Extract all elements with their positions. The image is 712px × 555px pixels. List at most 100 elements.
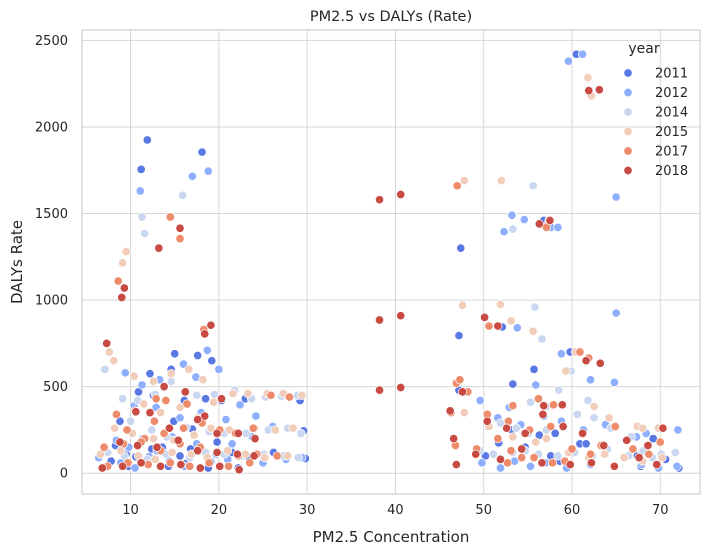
data-point-2018 <box>193 446 203 456</box>
data-point-2014 <box>537 334 547 344</box>
data-point-2012 <box>135 186 145 196</box>
data-point-2018 <box>586 458 596 468</box>
data-point-2015 <box>657 453 667 463</box>
x-tick-label: 10 <box>122 503 139 518</box>
data-point-2018 <box>206 320 216 330</box>
data-point-2015 <box>528 326 538 336</box>
legend-label-2017: 2017 <box>655 145 688 160</box>
data-point-2017 <box>245 458 255 468</box>
data-point-2011 <box>529 364 539 374</box>
data-point-2015 <box>243 389 253 399</box>
data-point-2012 <box>499 227 509 237</box>
data-point-2012 <box>477 458 487 468</box>
data-point-2014 <box>530 302 540 312</box>
data-points <box>94 49 684 475</box>
data-point-2015 <box>508 432 518 442</box>
data-point-2018 <box>609 461 619 471</box>
data-point-2015 <box>110 423 120 433</box>
data-point-2011 <box>581 439 591 449</box>
data-point-2018 <box>495 454 506 464</box>
data-point-2014 <box>137 212 147 222</box>
data-point-2018 <box>396 382 406 393</box>
legend: year 2011 2012 2014 2015 2017 2018 <box>623 41 688 179</box>
data-point-2017 <box>151 394 161 404</box>
data-point-2014 <box>241 428 251 438</box>
data-point-2018 <box>249 451 259 461</box>
data-point-2017 <box>533 394 543 404</box>
data-point-2018 <box>374 195 385 205</box>
data-point-2017 <box>529 453 539 463</box>
data-point-2017 <box>113 276 123 286</box>
data-point-2015 <box>166 369 176 379</box>
data-point-2017 <box>506 446 516 456</box>
x-tick-label: 50 <box>475 503 492 518</box>
data-point-2018 <box>215 461 225 471</box>
data-point-2011 <box>454 331 464 341</box>
data-point-2012 <box>611 192 621 202</box>
data-point-2012 <box>512 323 522 333</box>
data-point-2018 <box>534 219 544 229</box>
data-point-2014 <box>192 390 202 400</box>
data-point-2017 <box>284 392 295 402</box>
legend-marker-2012 <box>623 87 633 98</box>
data-point-2017 <box>111 409 121 419</box>
data-point-2015 <box>561 366 571 376</box>
data-point-2011 <box>212 437 222 447</box>
data-point-2018 <box>232 449 242 459</box>
data-point-2014 <box>140 228 150 238</box>
data-point-2014 <box>126 416 136 426</box>
data-point-2014 <box>166 376 176 387</box>
data-point-2011 <box>197 147 207 157</box>
data-point-2012 <box>556 349 566 359</box>
data-point-2015 <box>457 300 468 310</box>
data-point-2015 <box>600 449 610 459</box>
data-point-2018 <box>445 406 455 416</box>
data-point-2018 <box>538 409 548 419</box>
data-point-2018 <box>193 415 203 425</box>
x-tick-label: 20 <box>211 503 228 518</box>
data-point-2017 <box>452 181 462 191</box>
data-point-2017 <box>122 425 132 435</box>
legend-marker-2015 <box>623 126 633 137</box>
data-point-2015 <box>184 364 194 374</box>
data-point-2012 <box>130 463 140 473</box>
data-point-2017 <box>585 449 596 459</box>
data-point-2011 <box>207 356 217 366</box>
data-point-2015 <box>206 423 216 433</box>
data-point-2012 <box>563 56 574 66</box>
data-point-2011 <box>201 394 211 404</box>
x-tick-label: 30 <box>299 503 316 518</box>
data-point-2012 <box>221 415 231 425</box>
data-point-2012 <box>609 377 619 387</box>
data-point-2012 <box>251 411 261 421</box>
data-point-2018 <box>471 449 481 459</box>
data-point-2018 <box>176 460 186 470</box>
data-point-2018 <box>599 440 609 451</box>
data-point-2017 <box>224 461 234 471</box>
y-axis-title: DALYs Rate <box>8 220 26 304</box>
data-point-2011 <box>142 135 152 145</box>
data-point-2017 <box>99 442 109 452</box>
data-point-2018 <box>234 465 244 475</box>
data-point-2015 <box>121 247 131 257</box>
data-point-2015 <box>189 430 199 440</box>
data-point-2012 <box>585 375 596 385</box>
data-point-2017 <box>204 458 214 468</box>
data-point-2015 <box>288 423 298 433</box>
data-point-2017 <box>610 421 620 432</box>
data-point-2018 <box>136 458 146 468</box>
data-point-2014 <box>118 394 128 404</box>
data-point-2015 <box>531 437 541 447</box>
legend-label-2015: 2015 <box>655 125 688 140</box>
data-point-2017 <box>161 395 171 406</box>
data-point-2015 <box>638 423 648 433</box>
data-point-2015 <box>104 347 114 357</box>
plot-frame <box>81 29 701 495</box>
data-point-2018 <box>545 215 555 225</box>
data-point-2017 <box>628 444 638 454</box>
data-point-2015 <box>541 434 551 444</box>
data-point-2017 <box>165 212 175 222</box>
data-point-2018 <box>565 460 575 470</box>
data-point-2012 <box>203 166 213 176</box>
